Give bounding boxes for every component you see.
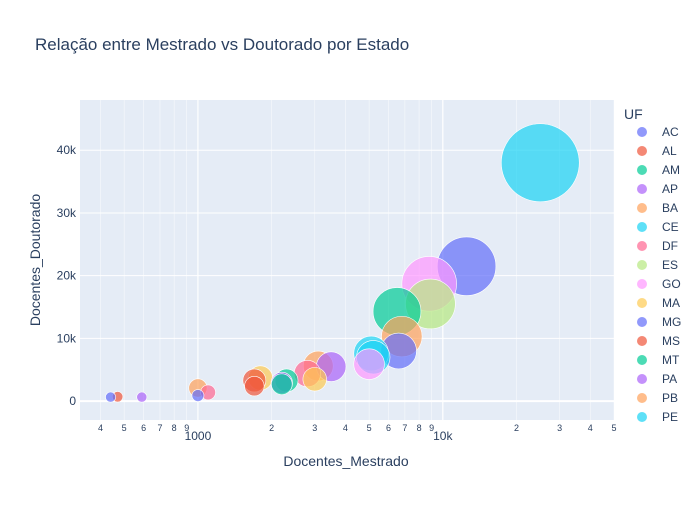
y-axis-title: Docentes_Doutorado bbox=[27, 194, 43, 327]
bubbles bbox=[105, 123, 580, 403]
x-minor-tick-label: 5 bbox=[122, 423, 127, 433]
x-minor-tick-label: 9 bbox=[184, 423, 189, 433]
bubble-ce[interactable] bbox=[500, 123, 580, 203]
legend-label-ce[interactable]: CE bbox=[662, 220, 679, 234]
x-minor-tick-label: 2 bbox=[514, 423, 519, 433]
x-minor-tick-label: 7 bbox=[157, 423, 162, 433]
x-tick-label: 10k bbox=[433, 429, 453, 443]
bubble-go[interactable] bbox=[353, 348, 385, 380]
y-tick-label: 30k bbox=[57, 206, 77, 220]
legend-label-pe[interactable]: PE bbox=[662, 410, 678, 424]
legend-label-ba[interactable]: BA bbox=[662, 201, 678, 215]
legend-marker-mt[interactable] bbox=[637, 355, 647, 365]
legend-label-am[interactable]: AM bbox=[662, 163, 680, 177]
legend-label-go[interactable]: GO bbox=[662, 277, 681, 291]
x-minor-tick-label: 6 bbox=[386, 423, 391, 433]
x-minor-tick-label: 9 bbox=[429, 423, 434, 433]
legend-marker-ma[interactable] bbox=[637, 298, 647, 308]
legend-label-df[interactable]: DF bbox=[662, 239, 678, 253]
legend-marker-ba[interactable] bbox=[637, 203, 647, 213]
legend-label-ap[interactable]: AP bbox=[662, 182, 678, 196]
bubble-ap[interactable] bbox=[136, 391, 148, 403]
x-minor-tick-label: 7 bbox=[402, 423, 407, 433]
chart-title: Relação entre Mestrado vs Doutorado por … bbox=[35, 35, 409, 54]
bubble-ac[interactable] bbox=[105, 391, 116, 403]
x-minor-tick-label: 6 bbox=[141, 423, 146, 433]
x-minor-tick-label: 8 bbox=[417, 423, 422, 433]
bubble-ma[interactable] bbox=[302, 367, 327, 392]
legend-title: UF bbox=[624, 106, 643, 122]
legend-marker-al[interactable] bbox=[637, 146, 647, 156]
y-tick-label: 0 bbox=[69, 394, 76, 408]
x-minor-tick-label: 3 bbox=[312, 423, 317, 433]
legend-label-pb[interactable]: PB bbox=[662, 391, 678, 405]
legend-label-es[interactable]: ES bbox=[662, 258, 678, 272]
x-minor-tick-label: 5 bbox=[367, 423, 372, 433]
plot-area[interactable] bbox=[80, 100, 615, 420]
legend-marker-ce[interactable] bbox=[637, 222, 647, 232]
y-tick-label: 10k bbox=[57, 331, 77, 345]
legend-marker-am[interactable] bbox=[637, 165, 647, 175]
legend: UF AC AL AM AP BA CE DF ES GO MA MG MS MT PA PB PE bbox=[624, 106, 681, 424]
legend-label-ac[interactable]: AC bbox=[662, 125, 679, 139]
x-minor-tick-label: 2 bbox=[269, 423, 274, 433]
legend-marker-pb[interactable] bbox=[637, 393, 647, 403]
bubble-ms[interactable] bbox=[244, 376, 265, 397]
bubble-mt[interactable] bbox=[271, 373, 293, 395]
y-tick-label: 20k bbox=[57, 269, 77, 283]
legend-label-ma[interactable]: MA bbox=[662, 296, 680, 310]
legend-label-pa[interactable]: PA bbox=[662, 372, 677, 386]
legend-marker-go[interactable] bbox=[637, 279, 647, 289]
bubble-mg[interactable] bbox=[191, 389, 205, 402]
x-tick-label: 1000 bbox=[185, 429, 212, 443]
x-minor-tick-label: 4 bbox=[588, 423, 593, 433]
legend-marker-ac[interactable] bbox=[637, 127, 647, 137]
legend-label-al[interactable]: AL bbox=[662, 144, 677, 158]
legend-label-mt[interactable]: MT bbox=[662, 353, 680, 367]
y-tick-label: 40k bbox=[57, 143, 77, 157]
x-minor-tick-label: 3 bbox=[557, 423, 562, 433]
legend-marker-es[interactable] bbox=[637, 260, 647, 270]
legend-label-ms[interactable]: MS bbox=[662, 334, 680, 348]
x-minor-tick-label: 5 bbox=[611, 423, 616, 433]
legend-marker-pa[interactable] bbox=[637, 374, 647, 384]
legend-label-mg[interactable]: MG bbox=[662, 315, 681, 329]
legend-marker-pe[interactable] bbox=[637, 412, 647, 422]
legend-marker-ap[interactable] bbox=[637, 184, 647, 194]
legend-marker-mg[interactable] bbox=[637, 317, 647, 327]
x-axis-title: Docentes_Mestrado bbox=[283, 453, 409, 469]
legend-marker-ms[interactable] bbox=[637, 336, 647, 346]
x-minor-tick-label: 8 bbox=[172, 423, 177, 433]
x-minor-tick-label: 4 bbox=[343, 423, 348, 433]
x-minor-tick-label: 4 bbox=[98, 423, 103, 433]
legend-marker-df[interactable] bbox=[637, 241, 647, 251]
